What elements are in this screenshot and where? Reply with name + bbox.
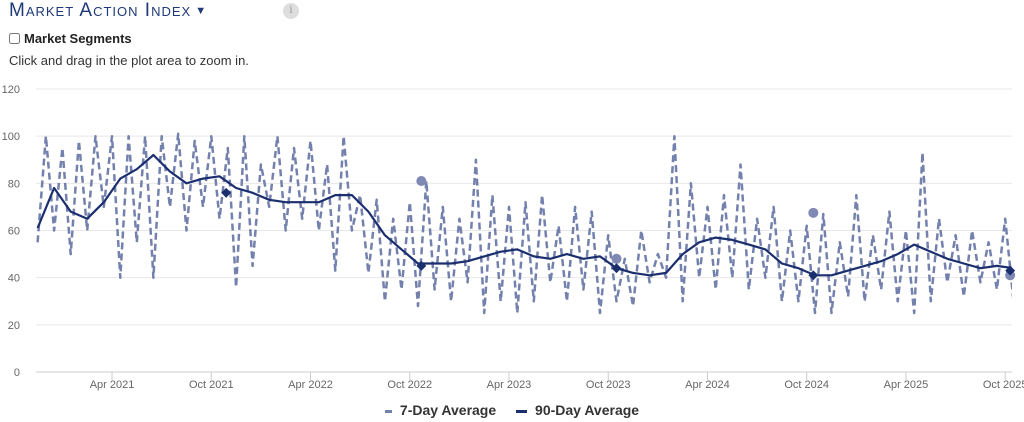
plot-area	[36, 132, 1012, 315]
y-tick-label: 20	[8, 320, 20, 332]
marker-90-day	[221, 187, 232, 198]
marker-90-day	[416, 260, 427, 271]
x-tick-label: Apr 2024	[685, 379, 730, 391]
series-7-day-average	[36, 132, 1012, 315]
marker-7-day	[808, 207, 819, 218]
market-segments-label: Market Segments	[24, 31, 132, 46]
market-action-chart[interactable]: 0 20 40 60 80 100 120 Apr 2021 Oct 2021 Apr 2022 O…	[0, 0, 1024, 400]
y-tick-label: 0	[14, 367, 20, 379]
market-segments-toggle[interactable]: Market Segments	[9, 31, 132, 46]
series-90-day-average	[36, 153, 1012, 277]
x-tick-label: Oct 2024	[784, 379, 829, 391]
zoom-hint: Click and drag in the plot area to zoom …	[9, 53, 249, 68]
marker-7-day	[416, 175, 427, 186]
x-tick-label: Apr 2023	[487, 379, 532, 391]
marker-7-day	[611, 253, 622, 264]
marker-90-day	[808, 270, 819, 281]
marker-90-day	[611, 263, 622, 274]
legend-item-7-day[interactable]: 7-Day Average	[384, 402, 497, 418]
legend: 7-Day Average 90-Day Average	[0, 402, 1024, 418]
legend-swatch-90-day	[516, 409, 528, 413]
info-icon[interactable]: i	[283, 3, 299, 19]
market-segments-checkbox[interactable]	[9, 33, 20, 44]
legend-label-7-day: 7-Day Average	[399, 402, 497, 418]
legend-swatch-7-day	[384, 409, 392, 413]
marker-90-day	[1005, 265, 1016, 276]
chart-title: Market Action Index	[9, 0, 192, 21]
x-tick-label: Apr 2021	[90, 379, 135, 391]
y-tick-label: 60	[8, 226, 20, 238]
y-tick-label: 40	[8, 273, 20, 285]
x-tick-label: Apr 2022	[288, 379, 333, 391]
x-tick-label: Oct 2022	[387, 379, 432, 391]
chevron-down-icon: ▼	[195, 4, 208, 17]
legend-label-90-day: 90-Day Average	[535, 402, 640, 418]
x-tick-label: Oct 2021	[189, 379, 234, 391]
y-tick-label: 80	[8, 178, 20, 190]
chart-title-dropdown[interactable]: Market Action Index ▼	[9, 0, 207, 22]
x-tick-label: Oct 2023	[586, 379, 631, 391]
x-tick-label: Apr 2025	[884, 379, 929, 391]
y-tick-label: 120	[2, 84, 20, 96]
x-tick-label: Oct 2025	[983, 379, 1024, 391]
legend-item-90-day[interactable]: 90-Day Average	[516, 402, 639, 418]
y-tick-label: 100	[2, 131, 20, 143]
